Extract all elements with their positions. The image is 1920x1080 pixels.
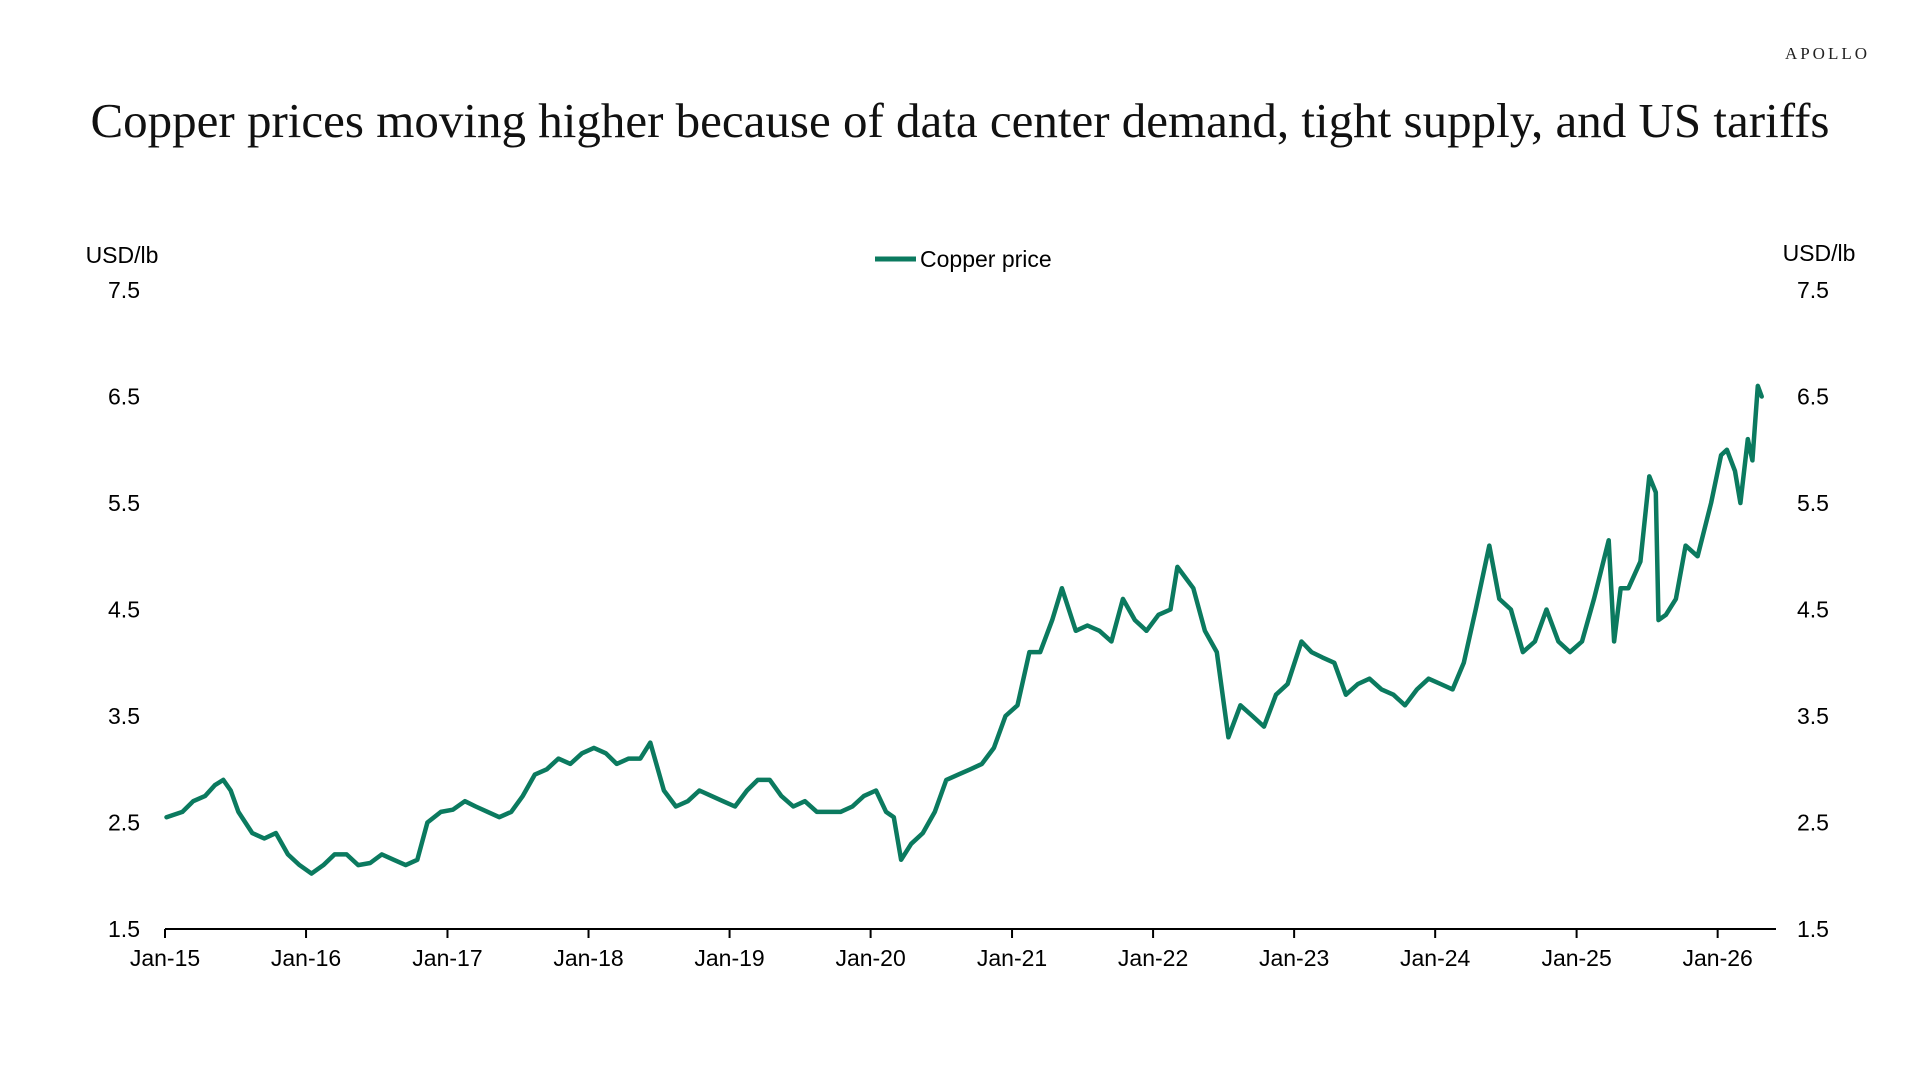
x-tick-label: Jan-20 — [835, 945, 905, 971]
y-ticks-left: 1.5 2.5 3.5 4.5 5.5 6.5 7.5 — [108, 277, 140, 942]
x-tick-label: Jan-15 — [130, 945, 200, 971]
copper-price-line — [164, 383, 1764, 876]
brand-logo: APOLLO — [1784, 44, 1870, 63]
x-tick-label: Jan-24 — [1400, 945, 1471, 971]
y-tick-label-left: 3.5 — [108, 703, 140, 729]
y-tick-label-right: 4.5 — [1797, 597, 1829, 623]
y-tick-label-right: 3.5 — [1797, 703, 1829, 729]
chart-title: Copper prices moving higher because of d… — [90, 93, 1830, 148]
x-tick-label: Jan-22 — [1118, 945, 1188, 971]
y-tick-label-right: 5.5 — [1797, 490, 1829, 516]
x-tick-label: Jan-25 — [1541, 945, 1611, 971]
legend-label: Copper price — [920, 246, 1052, 272]
y-tick-label-left: 1.5 — [108, 916, 140, 942]
y-tick-label-left: 2.5 — [108, 810, 140, 836]
x-tick-label: Jan-26 — [1682, 945, 1752, 971]
x-tick-label: Jan-16 — [271, 945, 341, 971]
x-tick-label: Jan-17 — [412, 945, 482, 971]
y-tick-label-right: 1.5 — [1797, 916, 1829, 942]
y-axis-right-label: USD/lb — [1783, 240, 1856, 266]
legend: Copper price — [875, 246, 1052, 272]
x-tick-label: Jan-18 — [553, 945, 623, 971]
y-axis-left-label: USD/lb — [86, 242, 159, 268]
y-tick-label-right: 7.5 — [1797, 277, 1829, 303]
y-tick-label-left: 6.5 — [108, 384, 140, 410]
y-tick-label-right: 2.5 — [1797, 810, 1829, 836]
x-tick-label: Jan-23 — [1259, 945, 1329, 971]
y-ticks-right: 1.5 2.5 3.5 4.5 5.5 6.5 7.5 — [1797, 277, 1829, 942]
x-tick-label: Jan-21 — [977, 945, 1047, 971]
y-tick-label-left: 5.5 — [108, 490, 140, 516]
y-tick-label-right: 6.5 — [1797, 384, 1829, 410]
y-tick-label-left: 7.5 — [108, 277, 140, 303]
x-tick-label: Jan-19 — [694, 945, 764, 971]
x-ticks: Jan-15 Jan-16 Jan-17 Jan-18 Jan-19 Jan-20 Jan-… — [130, 929, 1753, 971]
y-tick-label-left: 4.5 — [108, 597, 140, 623]
